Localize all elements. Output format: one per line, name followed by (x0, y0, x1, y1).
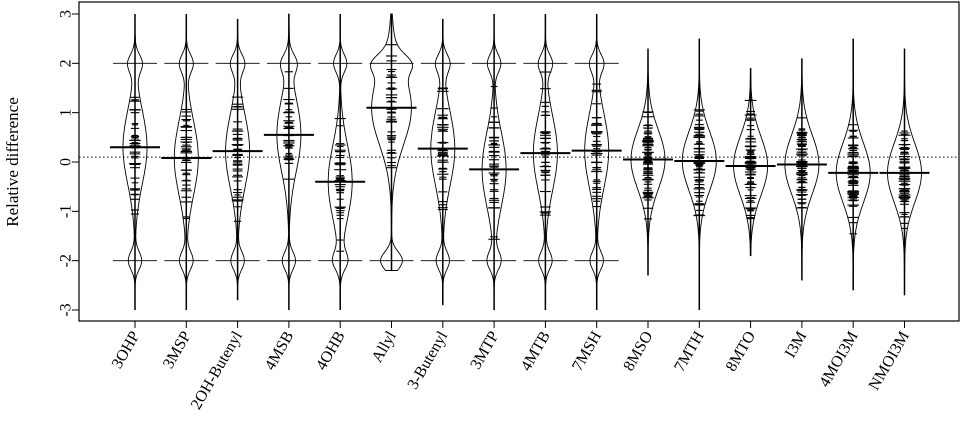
category-label: 7MTH (671, 328, 708, 375)
y-tick-label: 3 (58, 10, 75, 18)
bean-outline (327, 14, 353, 310)
bean-7MTH (674, 38, 725, 310)
bean-3OHP (110, 14, 160, 310)
y-tick-label: 2 (58, 59, 75, 67)
beans-layer (110, 13, 930, 310)
category-label: 7MSH (569, 328, 605, 374)
y-tick-label: -2 (58, 254, 75, 267)
bean-outline (481, 14, 507, 310)
bean-4MTB (520, 14, 571, 310)
category-label: 8MSO (620, 329, 656, 374)
bean-2OH-Butenyl (212, 18, 263, 301)
y-axis: -3 -2 -1 0 1 2 3 (58, 10, 79, 317)
bean-4MOI3M (828, 38, 879, 291)
bean-outline (681, 39, 717, 310)
bean-4OHB (315, 14, 366, 310)
bean-3MSP (161, 14, 212, 310)
bean-outline (370, 13, 413, 271)
bean-outline (122, 14, 148, 310)
bean-8MTO (725, 67, 776, 257)
bean-7MSH (571, 14, 622, 310)
bean-3MTP (469, 14, 520, 310)
category-label: I3M (782, 329, 811, 361)
bean-NMOI3M (879, 48, 930, 296)
bean-I3M (776, 58, 827, 281)
bean-4MSB (263, 13, 314, 310)
bean-outline (173, 14, 199, 310)
bean-outline (630, 48, 666, 276)
plot-frame (78, 1, 960, 322)
category-label: NMOI3M (866, 329, 913, 394)
y-tick-label: 0 (58, 158, 75, 166)
category-label: 3-Butenyl (405, 328, 452, 392)
category-label: 4OHB (313, 329, 349, 374)
category-label: 4MSB (262, 329, 298, 374)
category-label: 8MTO (723, 329, 759, 375)
bean-Allyl (366, 13, 417, 271)
y-tick-label: -1 (58, 205, 75, 218)
y-tick-label: -3 (58, 303, 75, 316)
category-label: 3OHP (109, 328, 144, 371)
bean-outline (784, 59, 820, 281)
bean-outline (887, 48, 922, 296)
bean-8MSO (623, 48, 673, 276)
bean-outline (225, 19, 251, 301)
category-label: 3MTP (467, 328, 502, 372)
y-tick-label: 1 (58, 109, 75, 117)
category-label: 4MTB (518, 329, 554, 374)
y-axis-label: Relative difference (3, 97, 22, 226)
bean-outline (835, 39, 871, 291)
category-label: 4MOI3M (816, 329, 861, 391)
category-label: 3MSP (160, 328, 195, 371)
category-label: 2OH-Butenyl (188, 328, 247, 412)
bean-3-Butenyl (417, 18, 468, 306)
bean-outline (532, 14, 558, 310)
bean-outline (584, 14, 610, 310)
category-label: Allyl (369, 328, 400, 365)
